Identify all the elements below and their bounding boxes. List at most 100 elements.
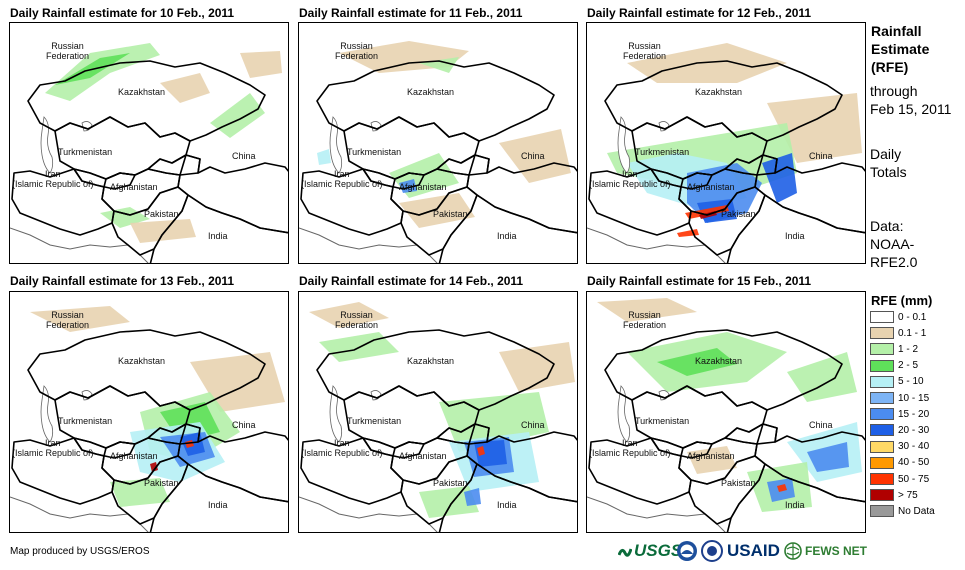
aral-sea (370, 390, 382, 401)
map-label-china: China (232, 420, 256, 430)
sidebar-data-line1: Data: (870, 218, 904, 234)
map-label-pakistan: Pakistan (433, 209, 468, 219)
map-label-iran: Iran (Islamic Republic of) (12, 169, 94, 189)
map-label-china: China (521, 151, 545, 161)
legend-label: 1 - 2 (898, 343, 919, 355)
legend-swatch (870, 473, 894, 485)
rainfall-area (777, 484, 787, 492)
map-label-turkmenistan: Turkmenistan (58, 416, 113, 426)
rainfall-area (130, 219, 196, 243)
legend-item: 2 - 5 (870, 359, 918, 373)
legend-item: 20 - 30 (870, 423, 929, 437)
rainfall-map (299, 302, 577, 532)
rainfall-map (299, 41, 577, 263)
map-label-pakistan: Pakistan (721, 209, 756, 219)
rainfall-map (587, 298, 865, 532)
rainfall-area (687, 446, 737, 474)
sidebar-title: Rainfall Estimate (RFE) (871, 22, 963, 76)
map-label-india: India (497, 500, 517, 510)
rainfall-area (110, 478, 170, 507)
legend-item: 0 - 0.1 (870, 310, 926, 324)
country-border (147, 154, 201, 176)
legend-swatch (870, 343, 894, 356)
rainfall-area (807, 442, 849, 472)
legend-swatch (870, 327, 894, 340)
map-label-afghanistan: Afghanistan (399, 182, 447, 192)
map-label-china: China (232, 151, 256, 161)
map-label-china: China (809, 151, 833, 161)
country-border (300, 168, 404, 236)
usgs-wave-icon (618, 548, 632, 557)
rainfall-area (399, 193, 475, 228)
rainfall-area (210, 93, 265, 138)
map-label-afghanistan: Afghanistan (687, 451, 735, 461)
map-label-kazakhstan: Kazakhstan (695, 356, 743, 366)
country-border (726, 194, 865, 263)
sidebar-totals-line1: Daily (870, 146, 902, 162)
country-border (724, 423, 778, 445)
map-label-china: China (809, 420, 833, 430)
government-seal-icon (701, 540, 723, 562)
map-panel-6: Russian Federation Kazakhstan Turkmenistan I… (586, 291, 866, 533)
map-label-pakistan: Pakistan (433, 478, 468, 488)
map-label-russian-federation: Russian Federation (46, 41, 90, 61)
country-border (11, 168, 115, 236)
fewsnet-logo: FEWS NET (784, 540, 867, 562)
map-label-india: India (785, 231, 805, 241)
country-border (438, 463, 577, 532)
rainfall-map (10, 43, 288, 263)
noaa-logo (676, 540, 698, 562)
caspian-sea (329, 385, 343, 443)
map-label-russian-federation: Russian Federation (335, 310, 379, 330)
dos-seal-logo (701, 540, 723, 562)
map-panel-5: Russian Federation Kazakhstan Turkmenistan I… (298, 291, 578, 533)
legend-item: 30 - 40 (870, 440, 929, 454)
map-label-russian-federation: Russian Federation (335, 41, 379, 61)
legend-item: 1 - 2 (870, 342, 918, 356)
map-label-iran: Iran (Islamic Republic of) (589, 438, 671, 458)
caspian-sea (40, 385, 54, 443)
map-panel-1: Russian Federation Kazakhstan Turkmenistan I… (9, 22, 289, 264)
map-credit: Map produced by USGS/EROS (10, 546, 150, 557)
legend-label: 50 - 75 (898, 473, 930, 485)
caspian-sea (329, 116, 343, 174)
sidebar-title-line3: (RFE) (871, 59, 909, 75)
country-border (466, 423, 577, 503)
usgs-logo: USGS (618, 540, 682, 562)
rainfall-area (317, 149, 331, 165)
legend-swatch (870, 505, 894, 518)
sidebar-through-line1: through (870, 83, 918, 99)
rainfall-area (150, 462, 158, 472)
map-label-iran: Iran (Islamic Republic of) (12, 438, 94, 458)
sidebar-data-source: Data: NOAA- RFE2.0 (870, 217, 965, 271)
legend-item: No Data (870, 504, 935, 518)
aral-sea (370, 121, 382, 132)
map-label-kazakhstan: Kazakhstan (695, 87, 743, 97)
map-label-kazakhstan: Kazakhstan (407, 356, 455, 366)
legend-label: 5 - 10 (898, 376, 924, 388)
rainfall-area (499, 129, 571, 183)
map-label-afghanistan: Afghanistan (687, 182, 735, 192)
rainfall-area (685, 205, 729, 219)
noaa-seal-icon (677, 541, 697, 561)
country-border (754, 154, 865, 234)
map-label-india: India (785, 500, 805, 510)
map-label-iran: Iran (Islamic Republic of) (301, 438, 383, 458)
panel-title-5: Daily Rainfall estimate for 14 Feb., 201… (299, 274, 524, 288)
map-label-afghanistan: Afghanistan (110, 451, 158, 461)
map-label-afghanistan: Afghanistan (110, 182, 158, 192)
legend-swatch (870, 424, 894, 437)
map-label-iran: Iran (Islamic Republic of) (301, 169, 383, 189)
legend-swatch (870, 408, 894, 421)
country-border (300, 437, 404, 505)
aral-sea (81, 390, 93, 401)
panel-title-4: Daily Rainfall estimate for 13 Feb., 201… (10, 274, 235, 288)
country-border (149, 463, 288, 532)
map-label-turkmenistan: Turkmenistan (347, 147, 402, 157)
sidebar-through-line2: Feb 15, 2011 (870, 101, 952, 117)
country-border (588, 437, 692, 505)
legend-swatch (870, 392, 894, 404)
map-label-russian-federation: Russian Federation (46, 310, 90, 330)
aral-sea (658, 390, 670, 401)
legend-label: 0.1 - 1 (898, 327, 927, 339)
